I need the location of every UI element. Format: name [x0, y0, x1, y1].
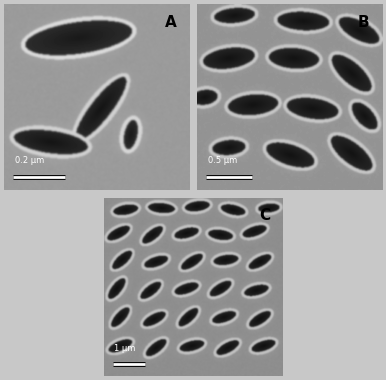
Text: C: C [259, 208, 270, 223]
Text: 0.5 μm: 0.5 μm [208, 157, 237, 165]
Text: 1 μm: 1 μm [114, 344, 136, 353]
Text: A: A [165, 15, 176, 30]
Text: B: B [358, 15, 369, 30]
Text: 0.2 μm: 0.2 μm [15, 157, 44, 165]
